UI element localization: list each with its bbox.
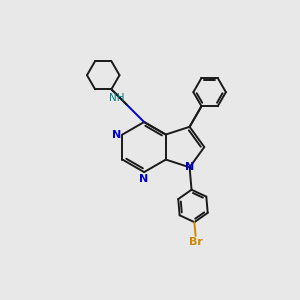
Text: N: N bbox=[140, 174, 149, 184]
Text: Br: Br bbox=[189, 237, 202, 247]
Text: NH: NH bbox=[110, 93, 125, 103]
Text: N: N bbox=[185, 162, 194, 172]
Text: N: N bbox=[112, 130, 121, 140]
